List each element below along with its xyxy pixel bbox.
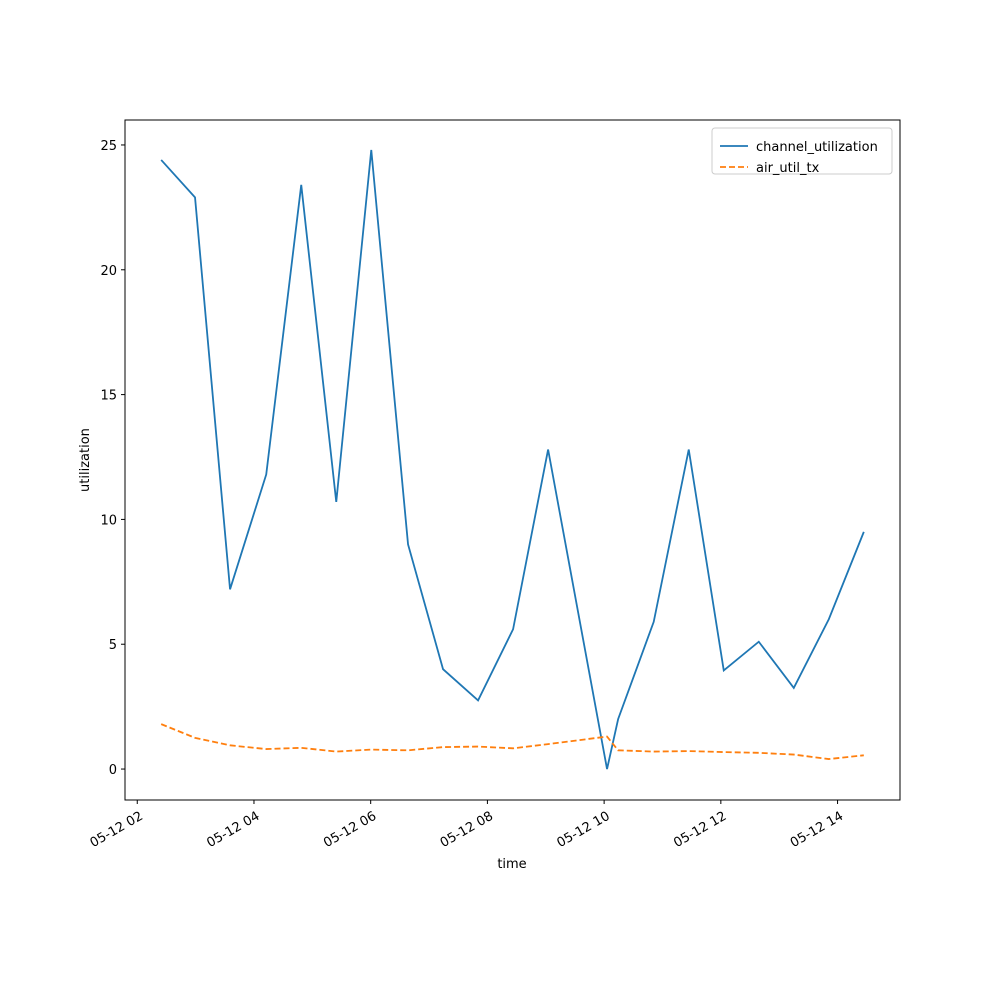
x-tick-label: 05-12 14 bbox=[788, 809, 846, 851]
y-tick-label: 10 bbox=[100, 513, 117, 528]
y-tick-label: 15 bbox=[100, 389, 117, 404]
legend-label: air_util_tx bbox=[756, 161, 820, 176]
x-tick-label: 05-12 04 bbox=[204, 809, 262, 851]
y-tick-label: 5 bbox=[109, 638, 117, 653]
y-axis-label: utilization bbox=[78, 428, 93, 492]
line bbox=[160, 149, 865, 770]
y-tick-label: 20 bbox=[100, 264, 117, 279]
x-tick-label: 05-12 08 bbox=[438, 809, 496, 851]
y-tick-label: 25 bbox=[100, 139, 117, 154]
x-axis-label: time bbox=[497, 857, 526, 872]
x-tick-label: 05-12 02 bbox=[88, 809, 146, 851]
plot-frame bbox=[124, 119, 901, 801]
legend-label: channel_utilization bbox=[756, 140, 878, 155]
legend-box bbox=[711, 127, 893, 175]
x-tick-label: 05-12 06 bbox=[321, 809, 379, 851]
x-tick-label: 05-12 10 bbox=[555, 809, 613, 851]
x-tick-label: 05-12 12 bbox=[671, 809, 729, 851]
line bbox=[160, 723, 864, 760]
y-tick-label: 0 bbox=[109, 763, 117, 778]
